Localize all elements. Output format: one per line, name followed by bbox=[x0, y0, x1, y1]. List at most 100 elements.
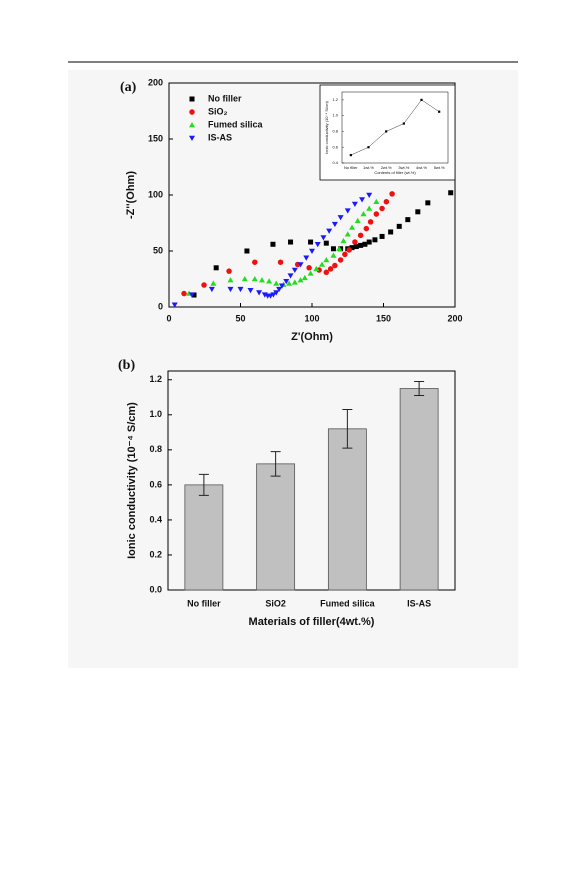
data-point bbox=[331, 221, 338, 228]
data-point bbox=[344, 208, 351, 214]
data-point bbox=[256, 290, 263, 296]
data-point bbox=[385, 130, 388, 133]
data-point bbox=[337, 215, 344, 221]
data-point bbox=[367, 146, 370, 149]
legend-marker bbox=[189, 109, 195, 115]
data-point bbox=[191, 292, 197, 298]
y-tick-label: 0.6 bbox=[149, 479, 162, 489]
data-point bbox=[346, 247, 352, 253]
data-point bbox=[327, 266, 334, 272]
data-point bbox=[288, 239, 294, 245]
data-point bbox=[171, 302, 178, 308]
data-point bbox=[357, 232, 364, 239]
y-tick-label: 100 bbox=[148, 189, 163, 199]
data-point bbox=[266, 278, 273, 284]
data-point bbox=[210, 280, 217, 286]
data-point bbox=[252, 259, 258, 265]
y-tick-label: 0.0 bbox=[149, 584, 162, 594]
x-tick-label: 100 bbox=[304, 313, 319, 323]
y-tick-label: 0.2 bbox=[149, 549, 162, 559]
data-point bbox=[277, 259, 284, 265]
data-point bbox=[273, 290, 280, 296]
data-point bbox=[360, 211, 367, 217]
data-point bbox=[340, 237, 347, 244]
x-tick-label: 1wt.% bbox=[363, 165, 374, 170]
data-point bbox=[307, 270, 314, 276]
data-point bbox=[389, 191, 395, 197]
data-point bbox=[247, 287, 254, 294]
data-point bbox=[396, 223, 402, 229]
data-point bbox=[323, 240, 329, 246]
data-point bbox=[306, 265, 312, 271]
data-point bbox=[438, 110, 441, 113]
data-point bbox=[366, 239, 372, 245]
data-point bbox=[372, 237, 378, 243]
bar bbox=[184, 484, 224, 591]
data-point bbox=[323, 269, 330, 276]
data-point bbox=[330, 252, 337, 258]
error-bar bbox=[270, 451, 281, 477]
x-axis-label: Z'(Ohm) bbox=[291, 331, 333, 343]
data-point bbox=[323, 256, 330, 263]
data-point bbox=[363, 225, 370, 232]
data-point bbox=[332, 262, 338, 269]
data-point bbox=[366, 192, 373, 198]
x-tick-label: 5wt.% bbox=[434, 165, 445, 170]
data-point bbox=[227, 286, 234, 293]
data-point bbox=[352, 239, 358, 245]
data-point bbox=[314, 242, 321, 248]
legend-label: No filler bbox=[208, 93, 242, 103]
legend-label: IS-AS bbox=[208, 132, 232, 142]
data-point bbox=[330, 246, 336, 252]
y-tick-label: 200 bbox=[148, 77, 163, 87]
data-point bbox=[227, 277, 234, 283]
data-point bbox=[297, 277, 304, 283]
data-point bbox=[251, 276, 258, 282]
data-point bbox=[326, 228, 333, 234]
legend-label: SiO₂ bbox=[208, 106, 228, 116]
legend-label: Fumed silica bbox=[208, 119, 264, 129]
error-bar bbox=[342, 409, 353, 449]
data-point bbox=[362, 241, 368, 247]
y-tick-label: 0.4 bbox=[332, 160, 338, 165]
x-tick-label: 0 bbox=[166, 313, 171, 323]
x-tick-label: 3wt.% bbox=[398, 165, 409, 170]
data-point bbox=[287, 273, 294, 279]
data-point bbox=[353, 244, 359, 250]
data-point bbox=[373, 198, 380, 204]
data-point bbox=[402, 122, 405, 125]
data-point bbox=[286, 280, 293, 286]
data-point bbox=[379, 233, 385, 239]
x-tick-label: No filler bbox=[344, 165, 358, 170]
data-point bbox=[291, 267, 298, 274]
data-point bbox=[276, 286, 283, 293]
data-point bbox=[188, 292, 195, 298]
x-tick-label: IS-AS bbox=[407, 598, 431, 608]
y-tick-label: 0.8 bbox=[332, 129, 338, 134]
data-point bbox=[342, 251, 348, 258]
y-axis-label: -Z''(Ohm) bbox=[125, 171, 137, 219]
data-point bbox=[213, 265, 219, 271]
data-point bbox=[320, 235, 327, 241]
plot-frame bbox=[341, 91, 449, 164]
data-point bbox=[201, 282, 207, 288]
data-point bbox=[388, 229, 394, 235]
data-point bbox=[303, 255, 310, 261]
bar bbox=[399, 388, 439, 591]
data-point bbox=[366, 205, 373, 211]
data-point bbox=[270, 292, 277, 298]
y-tick-label: 0.8 bbox=[149, 444, 162, 454]
bar bbox=[327, 428, 367, 591]
data-point bbox=[297, 262, 304, 268]
data-point bbox=[425, 200, 431, 206]
data-point bbox=[354, 217, 361, 224]
error-bar bbox=[414, 381, 425, 397]
data-point bbox=[313, 265, 320, 272]
data-point bbox=[278, 283, 285, 289]
y-tick-label: 50 bbox=[153, 245, 163, 255]
data-point bbox=[420, 98, 423, 101]
panel-label: (b) bbox=[118, 358, 135, 373]
y-tick-label: 0 bbox=[158, 301, 163, 311]
data-point bbox=[351, 201, 358, 207]
